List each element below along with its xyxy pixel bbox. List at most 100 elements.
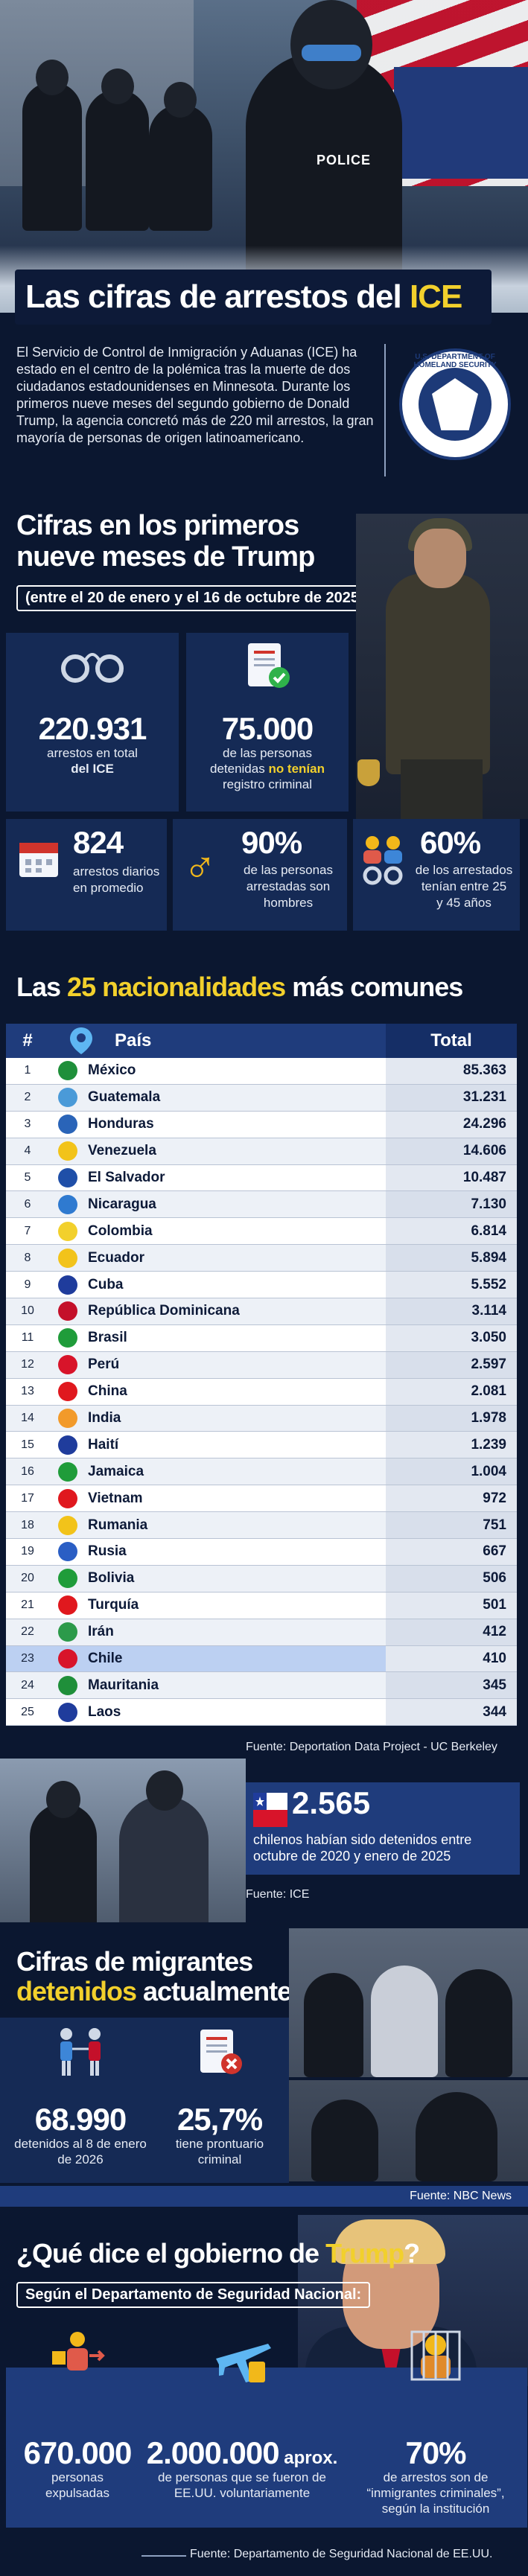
soldier-head <box>414 529 466 588</box>
detention-photos <box>289 1928 528 2181</box>
country-name: Mauritania <box>88 1677 159 1693</box>
row-country: Mauritania <box>49 1675 386 1695</box>
row-number: 7 <box>24 1224 31 1237</box>
row-total: 5.894 <box>386 1245 517 1272</box>
jail-icon <box>410 2330 461 2381</box>
section3-title-line2: detenidos actualmente <box>16 1976 292 2006</box>
row-number: 11 <box>21 1331 34 1345</box>
arrest-photo <box>0 1759 246 1922</box>
location-pin-icon <box>70 1027 92 1054</box>
row-number: 3 <box>24 1118 31 1131</box>
table-row: 16 Jamaica 1.004 <box>6 1458 517 1486</box>
country-name: Brasil <box>88 1330 127 1346</box>
row-number: 22 <box>21 1625 34 1639</box>
country-name: Jamaica <box>88 1463 144 1479</box>
stat-total-arrests-label-1: arrestos en total <box>47 746 138 760</box>
row-total: 410 <box>386 1645 517 1672</box>
table-row: 24 Mauritania 345 <box>6 1672 517 1700</box>
intro-paragraph: El Servicio de Control de Inmigración y … <box>16 345 374 445</box>
row-country: Laos <box>49 1702 386 1722</box>
stat-voluntary-suffix: aprox. <box>279 2448 338 2468</box>
stat-expelled-label: personas expulsadas <box>45 2470 109 2500</box>
source-chile: Fuente: ICE <box>246 1888 310 1901</box>
row-number: 5 <box>24 1171 31 1184</box>
stat-criminal-value: 25,7% <box>176 2102 263 2137</box>
stat-criminal-label: tiene prontuario criminal <box>175 2137 264 2167</box>
country-flag-icon <box>58 1301 77 1322</box>
section1-title: Cifras en los primeros nueve meses de Tr… <box>16 510 315 573</box>
stat-no-record-label-2: detenidas no tenían <box>186 761 349 777</box>
stat-no-record-value: 75.000 <box>221 711 314 746</box>
row-number: 23 <box>21 1652 34 1665</box>
header-country: País <box>49 1026 386 1056</box>
chile-box <box>246 1782 520 1875</box>
row-total: 85.363 <box>386 1058 517 1084</box>
record-denied-icon <box>200 2030 242 2074</box>
table-row: 25 Laos 344 <box>6 1699 517 1727</box>
row-country: Nicaragua <box>49 1194 386 1214</box>
agent-head-1 <box>36 60 69 95</box>
airplane-luggage-icon <box>216 2344 271 2382</box>
header-number: # <box>22 1030 33 1051</box>
row-total: 2.081 <box>386 1378 517 1405</box>
chile-flag-icon <box>253 1793 287 1827</box>
section3-title-suffix: actualmente <box>136 1976 292 2006</box>
row-country: Colombia <box>49 1221 386 1241</box>
country-flag-icon <box>58 1569 77 1589</box>
country-name: Turquía <box>88 1597 139 1613</box>
source-dhs: Fuente: Departamento de Seguridad Nacion… <box>190 2548 493 2560</box>
source-nbc: Fuente: NBC News <box>0 2186 528 2207</box>
country-name: El Salvador <box>88 1170 165 1185</box>
row-number: 17 <box>21 1491 34 1505</box>
nationalities-table: # País Total 1 México 85.363 2 Guatemala 31.2… <box>6 1024 517 1727</box>
row-country: Vietnam <box>49 1488 386 1508</box>
country-flag-icon <box>58 1702 77 1722</box>
row-total: 1.004 <box>386 1458 517 1485</box>
row-total: 24.296 <box>386 1111 517 1138</box>
stat-age-label-3: y 45 años <box>436 896 492 910</box>
row-country: El Salvador <box>49 1168 386 1187</box>
agent-figure-2 <box>86 89 149 231</box>
agent-figure-3 <box>149 104 212 231</box>
stat-detained-label: detenidos al 8 de enero de 2026 <box>14 2137 147 2167</box>
country-flag-icon <box>58 1194 77 1214</box>
stat-expelled-value: 670.000 <box>23 2435 133 2470</box>
soldier-photo <box>356 514 528 819</box>
table-row: 15 Haití 1.239 <box>6 1432 517 1459</box>
row-total: 345 <box>386 1672 517 1699</box>
country-flag-icon <box>58 1168 77 1187</box>
stat-men-label-2: arrestadas son <box>246 879 331 893</box>
officer-figure-b <box>445 1969 512 2077</box>
stat-voluntary-value: 2.000.000 <box>146 2435 280 2470</box>
page-title-text: Las cifras de arrestos del <box>25 278 410 315</box>
country-name: Nicaragua <box>88 1196 156 1212</box>
page-title: Las cifras de arrestos del ICE <box>25 278 462 316</box>
country-name: República Dominicana <box>88 1303 240 1319</box>
country-flag-icon <box>58 1435 77 1455</box>
country-flag-icon <box>58 1649 77 1669</box>
row-country: Rumania <box>49 1515 386 1535</box>
stat-daily-value: 824 <box>73 825 124 860</box>
country-name: Haití <box>88 1436 119 1453</box>
stat-daily-label-2: en promedio <box>73 881 144 895</box>
table-row: 21 Turquía 501 <box>6 1592 517 1619</box>
country-name: Chile <box>88 1651 123 1667</box>
row-country: India <box>49 1409 386 1429</box>
row-total: 1.239 <box>386 1432 517 1458</box>
row-total: 3.114 <box>386 1298 517 1324</box>
row-number: 19 <box>21 1545 34 1558</box>
country-name: Bolivia <box>88 1570 135 1587</box>
country-flag-icon <box>58 1622 77 1642</box>
person-head <box>46 1781 80 1818</box>
table-row: 6 Nicaragua 7.130 <box>6 1191 517 1219</box>
table-row: 11 Brasil 3.050 <box>6 1324 517 1352</box>
stat-no-record-label-2b: no tenían <box>268 762 325 776</box>
row-total: 5.552 <box>386 1272 517 1298</box>
row-country: Bolivia <box>49 1569 386 1589</box>
stat-card-no-record: 75.000 de las personas detenidas no tení… <box>186 633 349 812</box>
calendar-icon <box>19 843 58 877</box>
country-name: Perú <box>88 1356 120 1373</box>
section3-title-line1: Cifras de migrantes <box>16 1946 253 1977</box>
stat-card-voluntary: 2.000.000 aprox. de personas que se fuer… <box>141 2329 343 2522</box>
stat-card-criminals: 70% de arrestos son de “inmigrantes crim… <box>350 2329 521 2522</box>
